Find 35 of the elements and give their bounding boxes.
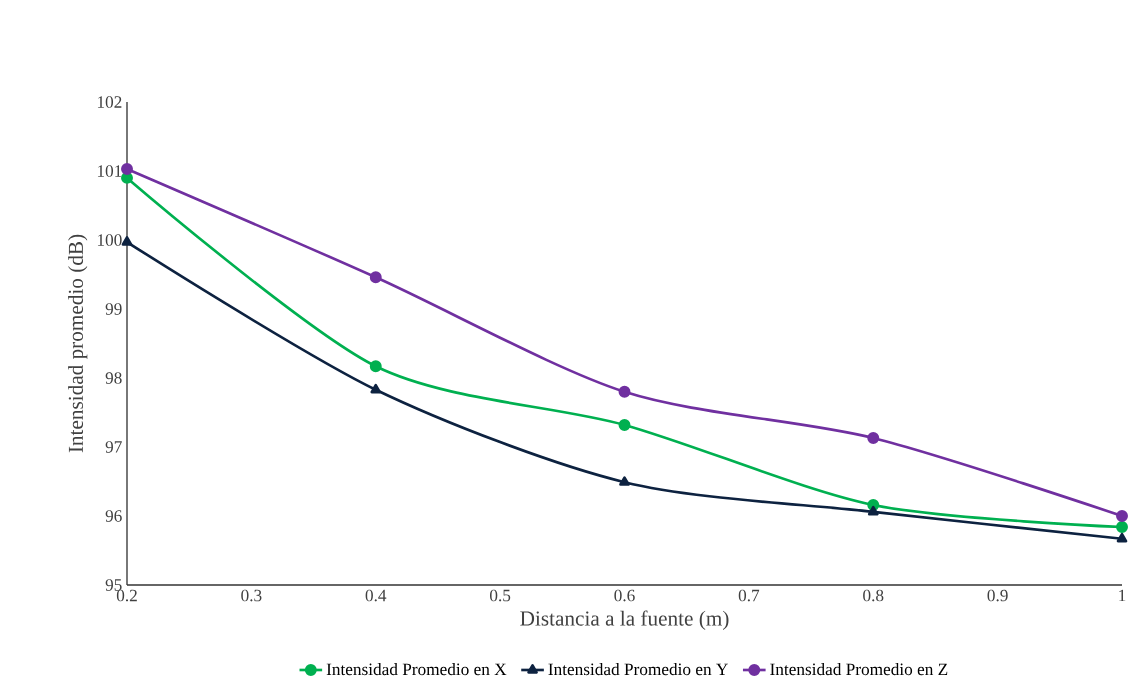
legend-label: Intensidad Promedio en Y [548,663,728,676]
y-tick-label: 99 [105,303,122,315]
y-tick-label: 96 [105,510,122,522]
point [619,476,630,486]
point [867,432,880,444]
point [1116,532,1128,543]
point [867,505,879,516]
point [121,236,133,246]
point [370,383,382,394]
point [121,162,133,175]
legend-label: Intensidad Promedio en X [326,663,507,676]
x-tick-label: 0.7 [738,589,760,602]
y-tick-label: 100 [97,234,122,246]
point [369,360,382,373]
y-tick-label: 101 [97,165,122,177]
point [1116,510,1128,522]
y-axis-title: Intensidad promedio (dB) [68,234,88,453]
point [369,271,382,284]
y-tick-label: 98 [105,372,122,384]
x-tick-label: 0.2 [116,589,137,602]
x-tick-label: 0.3 [241,589,262,602]
y-tick-label: 102 [97,96,122,108]
x-tick-label: 0.4 [365,589,387,602]
x-axis-title: Distancia a la fuente (m) [520,610,729,630]
point [618,385,631,398]
x-tick-label: 0.6 [614,589,635,602]
legend-label: Intensidad Promedio en Z [770,663,948,676]
x-tick-label: 1 [1119,589,1126,602]
x-tick-label: 0.9 [987,589,1008,602]
x-tick-label: 0.5 [490,589,511,602]
y-tick-label: 97 [105,441,122,453]
point [618,418,631,431]
point [1116,521,1128,534]
y-tick-label: 95 [105,579,122,591]
x-tick-label: 0.8 [863,589,884,602]
